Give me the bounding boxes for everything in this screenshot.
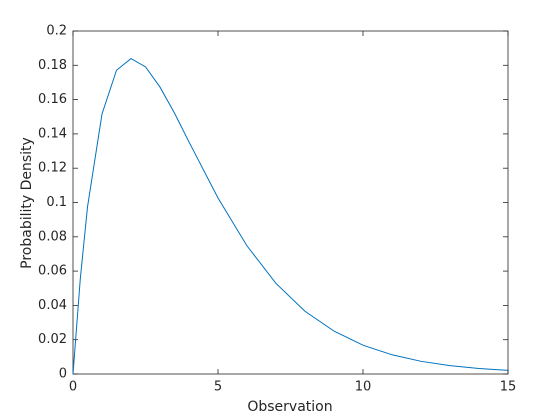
y-tick-label: 0.14 [38,126,67,141]
y-tick-label: 0.08 [38,229,67,244]
y-tick-label: 0.06 [38,264,67,279]
plot-box [72,30,509,375]
y-tick-label: 0.02 [38,332,67,347]
y-axis-label: Probability Density [19,137,35,269]
y-tick-label: 0.04 [38,298,67,313]
x-tick-label: 5 [214,380,222,395]
x-tick-label: 15 [500,380,517,395]
x-tick-label: 10 [355,380,372,395]
y-tick-label: 0.1 [46,195,67,210]
x-axis-label: Observation [247,399,332,415]
y-tick-label: 0 [59,367,67,382]
y-tick-label: 0.18 [38,58,67,73]
x-tick-label: 0 [69,380,77,395]
y-tick-label: 0.12 [38,161,67,176]
y-tick-label: 0.16 [38,92,67,107]
y-tick-label: 0.2 [46,24,67,39]
line [72,58,509,375]
